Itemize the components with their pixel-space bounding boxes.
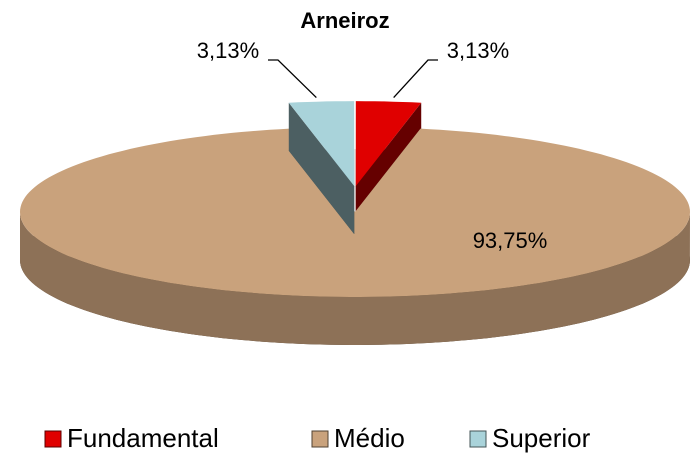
- slice-face: [288, 102, 355, 235]
- leader-line: [268, 59, 317, 99]
- legend-label: Fundamental: [67, 423, 219, 453]
- data-label: 93,75%: [473, 228, 548, 253]
- pie-slice: [288, 101, 355, 235]
- legend-swatch: [311, 430, 329, 448]
- chart-title: Arneiroz: [300, 8, 389, 33]
- data-label: 3,13%: [197, 38, 259, 63]
- legend-label: Médio: [334, 423, 405, 453]
- legend-label: Superior: [492, 423, 591, 453]
- data-label: 3,13%: [447, 38, 509, 63]
- leader-line: [393, 59, 438, 98]
- pie-slice: [20, 128, 690, 345]
- slice-face: [20, 212, 690, 345]
- legend-swatch: [469, 430, 487, 448]
- legend-swatch: [44, 430, 62, 448]
- slice-face: [20, 128, 690, 297]
- slice-face: [355, 101, 422, 187]
- slice-face: [288, 101, 355, 187]
